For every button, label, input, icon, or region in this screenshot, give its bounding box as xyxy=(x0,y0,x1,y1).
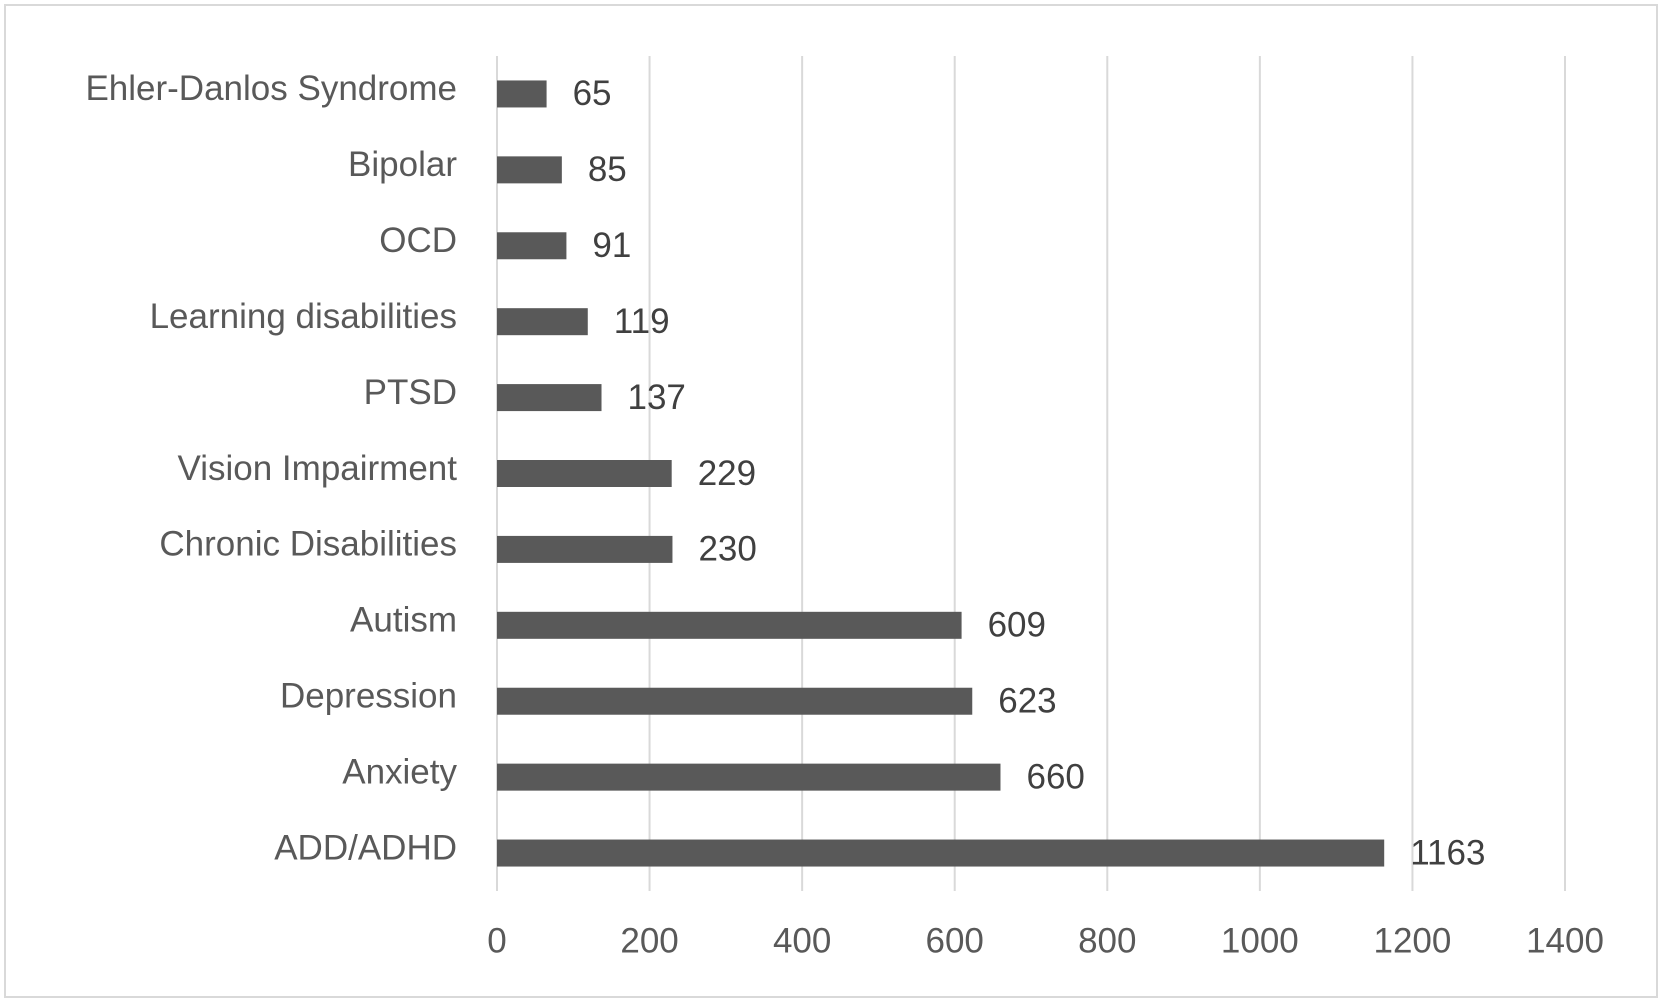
y-tick-label: ADD/ADHD xyxy=(274,828,457,867)
y-tick-label: Anxiety xyxy=(342,752,457,791)
chart-frame xyxy=(4,4,1658,998)
x-tick-label: 1000 xyxy=(1221,921,1299,960)
bar xyxy=(497,611,962,639)
bar xyxy=(497,384,602,412)
bar xyxy=(497,763,1001,791)
value-label: 660 xyxy=(1026,757,1084,796)
y-tick-label: Learning disabilities xyxy=(150,297,457,336)
x-tick-label: 0 xyxy=(487,921,506,960)
value-label: 229 xyxy=(698,454,756,493)
value-label: 137 xyxy=(628,378,686,417)
bar xyxy=(497,460,672,487)
value-label: 230 xyxy=(698,530,756,569)
x-tick-label: 800 xyxy=(1078,921,1136,960)
bar xyxy=(497,80,547,108)
value-label: 1163 xyxy=(1410,833,1485,872)
y-tick-label: Vision Impairment xyxy=(178,449,458,488)
y-tick-label: Depression xyxy=(280,676,457,715)
bar xyxy=(497,232,567,260)
y-tick-label: Ehler-Danlos Syndrome xyxy=(85,69,457,108)
x-tick-label: 200 xyxy=(620,921,678,960)
value-label: 609 xyxy=(988,606,1046,645)
value-label: 623 xyxy=(998,681,1056,720)
x-tick-label: 1400 xyxy=(1526,921,1604,960)
bar xyxy=(497,535,673,563)
y-tick-label: PTSD xyxy=(364,373,457,412)
x-tick-label: 400 xyxy=(773,921,831,960)
value-label: 85 xyxy=(588,150,627,189)
y-tick-label: OCD xyxy=(379,221,457,260)
value-label: 91 xyxy=(592,226,631,265)
bar xyxy=(497,839,1385,867)
x-tick-label: 1200 xyxy=(1373,921,1451,960)
bar xyxy=(497,308,588,336)
x-tick-label: 600 xyxy=(926,921,984,960)
bar xyxy=(497,156,562,184)
y-tick-label: Autism xyxy=(350,601,457,640)
value-label: 119 xyxy=(614,302,670,341)
y-tick-label: Chronic Disabilities xyxy=(159,525,457,564)
y-tick-label: Bipolar xyxy=(348,145,457,184)
bar xyxy=(497,687,973,715)
value-label: 65 xyxy=(573,74,612,113)
